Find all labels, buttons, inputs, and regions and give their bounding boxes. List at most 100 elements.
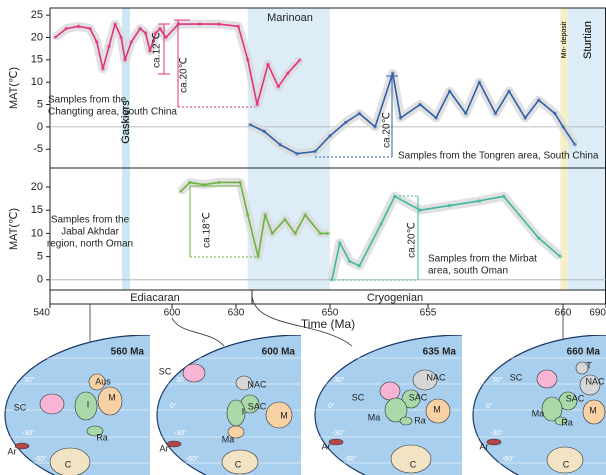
latitude-label: 0°: [486, 402, 493, 410]
map-title: 600 Ma: [262, 347, 296, 358]
data-point: [448, 89, 452, 93]
continent: [15, 443, 29, 449]
continent-label: SC: [352, 392, 365, 402]
data-point: [255, 103, 259, 107]
data-point: [270, 232, 274, 236]
data-point: [164, 36, 168, 40]
data-point: [119, 36, 123, 40]
annotation: Changting area, South China: [48, 107, 177, 118]
annotation: Samples from the: [51, 215, 130, 226]
data-point: [418, 208, 422, 212]
period-label: Cryogenian: [367, 292, 423, 304]
continent-label: SC: [14, 402, 27, 412]
latitude-label: -30°: [332, 429, 345, 437]
y-tick-label: 20: [31, 181, 43, 193]
continent-label: Ma: [368, 412, 381, 422]
continent: [380, 382, 400, 400]
y-axis-label: MAT(℃): [8, 208, 20, 250]
data-point: [478, 199, 482, 203]
data-point: [553, 112, 557, 116]
data-point: [179, 190, 183, 194]
continent-label: SAC: [566, 393, 585, 403]
map: 60°30°0°-30°-60°TNACSCSACMMaRaArC660 Ma: [472, 335, 606, 475]
data-point: [198, 22, 202, 26]
continent-label: NAC: [426, 372, 446, 382]
band-label: Marinoan: [267, 12, 313, 24]
data-point: [295, 152, 299, 156]
latitude-label: 30°: [24, 376, 35, 384]
data-point: [144, 31, 148, 35]
data-point: [101, 67, 105, 71]
y-tick-label: 5: [37, 251, 43, 263]
data-point: [298, 58, 302, 62]
y-tick-label: 0: [37, 121, 43, 133]
data-point: [523, 116, 527, 120]
data-point: [248, 123, 252, 127]
continent-label: C: [65, 459, 72, 469]
continent-label: C: [235, 459, 242, 469]
data-point: [107, 45, 111, 49]
data-point: [344, 121, 348, 125]
data-point: [278, 143, 282, 147]
x-tick-label: 630: [228, 308, 245, 319]
continent: [400, 417, 412, 425]
annotation: ca.20℃: [382, 112, 393, 148]
period-label: Ediacaran: [130, 292, 180, 304]
data-point: [391, 71, 395, 75]
data-point: [246, 213, 250, 217]
annotation: region, north Oman: [47, 239, 133, 250]
annotation: Samples from the: [48, 95, 127, 106]
latitude-label: 60°: [348, 350, 359, 358]
data-point: [158, 27, 162, 31]
data-point: [373, 125, 377, 129]
continent-label: C: [563, 459, 570, 469]
data-point: [246, 58, 250, 62]
data-point: [573, 143, 577, 147]
continent-label: SAC: [248, 401, 267, 411]
latitude-label: 60°: [38, 350, 49, 358]
latitude-label: -30°: [490, 429, 503, 437]
data-point: [237, 25, 241, 29]
data-point: [130, 40, 134, 44]
y-axis-label: MAT(℃): [8, 67, 20, 109]
continent-label: NAC: [585, 376, 605, 386]
y-tick-label: 5: [37, 98, 43, 110]
data-point: [418, 103, 422, 107]
y-tick-label: 25: [31, 9, 43, 21]
latitude-label: -30°: [174, 429, 187, 437]
data-point: [502, 194, 506, 198]
x-tick-label: 600: [164, 308, 181, 319]
continent-label: Aus: [95, 376, 111, 386]
continent: [167, 441, 181, 447]
data-point: [328, 134, 332, 138]
figure: GaskiersMarinoanMn- depositSturtian-5051…: [0, 0, 606, 475]
latitude-label: -60°: [34, 455, 47, 463]
continent-label: Ar: [8, 446, 17, 456]
data-point: [318, 232, 322, 236]
data-point: [559, 255, 563, 259]
data-point: [293, 232, 297, 236]
data-point: [448, 204, 452, 208]
latitude-label: 60°: [190, 350, 201, 358]
annotation: Jabal Akhdar: [61, 227, 119, 238]
y-tick-label: 10: [31, 76, 43, 88]
annotation: ca.18℃: [202, 212, 213, 248]
latitude-label: 0°: [328, 402, 335, 410]
continent-label: C: [410, 459, 417, 469]
continent: [183, 364, 205, 382]
y-tick-label: 10: [31, 227, 43, 239]
continent-label: M: [280, 410, 288, 420]
data-point: [313, 150, 317, 154]
continent-label: M: [589, 405, 597, 415]
continent: [329, 439, 343, 445]
data-point: [217, 181, 221, 185]
continent-label: Ma: [222, 434, 235, 444]
continent-label: Ar: [322, 441, 331, 451]
map-title: 660 Ma: [567, 347, 601, 358]
data-point: [338, 241, 342, 245]
data-point: [358, 264, 362, 268]
latitude-label: 30°: [334, 376, 345, 384]
continent-label: NAC: [247, 379, 267, 389]
latitude-label: 60°: [506, 350, 517, 358]
